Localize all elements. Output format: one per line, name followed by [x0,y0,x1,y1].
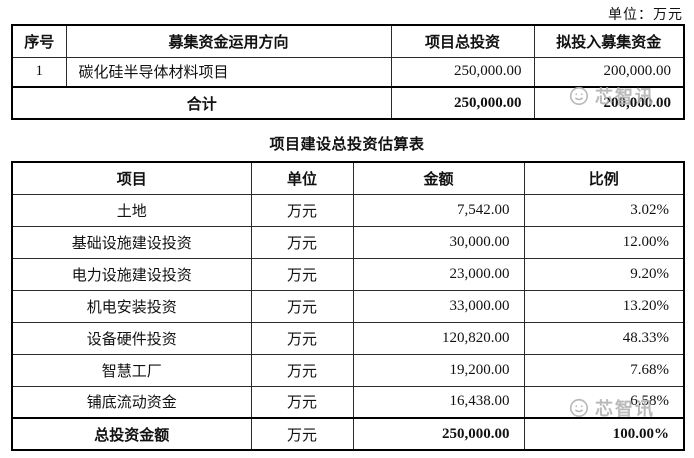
table-row: 铺底流动资金 万元 16,438.00 6.58% [11,385,685,419]
table-title: 项目建设总投资估算表 [269,137,425,153]
cell-serial-no: 1 [11,56,67,88]
header-item: 项目 [11,161,252,195]
cell-raised-funds-sum: 200,000.00 [533,86,685,120]
cell-ratio: 6.58% [523,385,685,419]
cell-amount: 16,438.00 [352,385,525,419]
cell-amount: 7,542.00 [352,193,525,227]
cell-unit: 万元 [250,417,354,451]
header-amount: 金额 [352,161,525,195]
cell-unit: 万元 [250,289,354,323]
header-total-investment: 项目总投资 [390,24,535,58]
cell-total-ratio: 100.00% [523,417,685,451]
cell-unit: 万元 [250,321,354,355]
cell-amount: 30,000.00 [352,225,525,259]
table-row: 基础设施建设投资 万元 30,000.00 12.00% [11,225,685,259]
header-ratio: 比例 [523,161,685,195]
cell-ratio: 3.02% [523,193,685,227]
cell-item: 智慧工厂 [11,353,252,387]
header-unit: 单位 [250,161,354,195]
cell-amount: 120,820.00 [352,321,525,355]
cell-ratio: 13.20% [523,289,685,323]
table-row: 电力设施建设投资 万元 23,000.00 9.20% [11,257,685,291]
table-row: 土地 万元 7,542.00 3.02% [11,193,685,227]
cell-raised-funds: 200,000.00 [533,56,685,88]
table-row: 智慧工厂 万元 19,200.00 7.68% [11,353,685,387]
cell-item: 铺底流动资金 [11,385,252,419]
cell-item: 设备硬件投资 [11,321,252,355]
table-row: 1 碳化硅半导体材料项目 250,000.00 200,000.00 [11,56,685,88]
table-row: 机电安装投资 万元 33,000.00 13.20% [11,289,685,323]
total-row: 合计 250,000.00 200,000.00 [11,86,685,120]
cell-ratio: 9.20% [523,257,685,291]
cell-total-investment: 250,000.00 [390,56,535,88]
cell-amount: 33,000.00 [352,289,525,323]
cell-total-investment-sum: 250,000.00 [390,86,535,120]
cell-unit: 万元 [250,353,354,387]
cell-amount: 23,000.00 [352,257,525,291]
cell-item: 电力设施建设投资 [11,257,252,291]
cell-unit: 万元 [250,385,354,419]
cell-ratio: 12.00% [523,225,685,259]
cell-item: 基础设施建设投资 [11,225,252,259]
unit-label: 单位：万元 [608,8,683,23]
fundraising-use-table: 序号 募集资金运用方向 项目总投资 拟投入募集资金 1 碳化硅半导体材料项目 2… [11,24,685,120]
table-header-row: 序号 募集资金运用方向 项目总投资 拟投入募集资金 [11,24,685,58]
cell-total-amount: 250,000.00 [352,417,525,451]
total-row: 总投资金额 万元 250,000.00 100.00% [11,417,685,451]
table-row: 设备硬件投资 万元 120,820.00 48.33% [11,321,685,355]
cell-total-label: 总投资金额 [11,417,252,451]
investment-estimate-table: 项目 单位 金额 比例 土地 万元 7,542.00 3.02% 基础设施建设投… [11,161,685,451]
header-serial-no: 序号 [11,24,67,58]
cell-unit: 万元 [250,193,354,227]
cell-fund-direction: 碳化硅半导体材料项目 [65,56,392,88]
cell-ratio: 48.33% [523,321,685,355]
cell-item: 土地 [11,193,252,227]
cell-item: 机电安装投资 [11,289,252,323]
header-raised-funds: 拟投入募集资金 [533,24,685,58]
cell-unit: 万元 [250,225,354,259]
header-fund-direction: 募集资金运用方向 [65,24,392,58]
cell-ratio: 7.68% [523,353,685,387]
cell-amount: 19,200.00 [352,353,525,387]
cell-total-label: 合计 [11,86,392,120]
cell-unit: 万元 [250,257,354,291]
table-header-row: 项目 单位 金额 比例 [11,161,685,195]
